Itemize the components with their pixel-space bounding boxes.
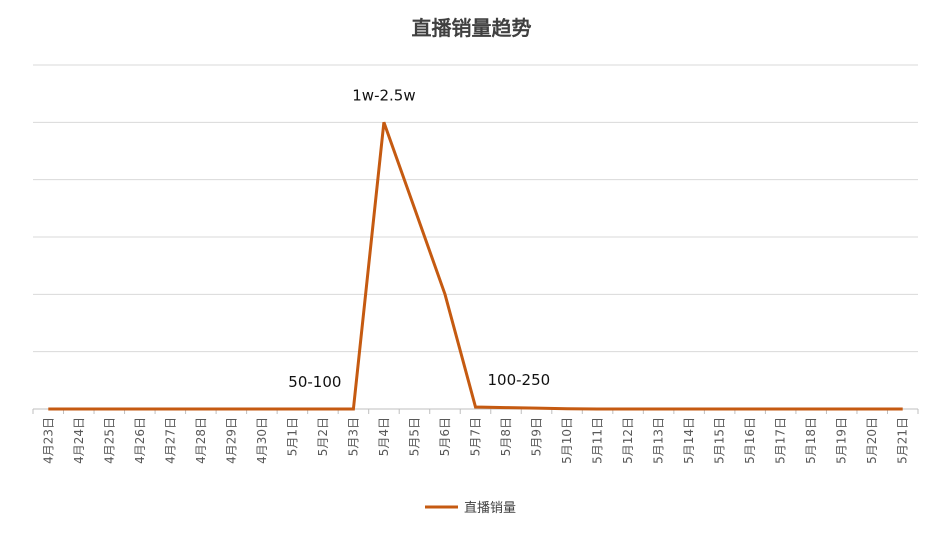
x-tick-label: 5月14日 [682,417,696,464]
x-tick-label: 4月29日 [224,417,238,464]
x-tick-label: 5月19日 [835,417,849,464]
x-tick-label: 5月6日 [438,417,452,456]
x-axis: 4月23日 4月24日 4月25日 4月26日 4月27日 4月28日 4月29日 4月30日… [32,408,919,464]
x-tick-label: 4月27日 [163,417,177,464]
legend-label: 直播销量 [464,501,516,516]
data-label: 1w-2.5w [352,86,415,104]
x-tick-label: 5月5日 [407,417,421,456]
x-tick-label: 5月13日 [652,417,666,464]
chart-title: 直播销量趋势 [411,16,532,40]
series-layer [48,121,903,411]
annotation-layer: 50-100 1w-2.5w 100-250 [288,86,550,391]
x-tick-label: 5月8日 [499,417,513,456]
x-tick-label: 4月25日 [102,417,116,464]
x-tick-label: 4月30日 [255,417,269,464]
x-tick-label: 5月15日 [713,417,727,464]
x-tick-label: 5月2日 [316,417,330,456]
legend: 直播销量 [425,501,516,516]
x-tick-label: 5月1日 [285,417,299,456]
x-tick-label: 4月23日 [41,417,55,464]
data-label: 50-100 [288,373,341,391]
x-tick-label: 4月26日 [133,417,147,464]
x-tick-label: 5月9日 [530,417,544,456]
gridlines [33,64,918,353]
data-label: 100-250 [488,371,551,389]
x-tick-label: 5月11日 [591,417,605,464]
series-line [48,121,903,411]
x-tick-label: 5月4日 [377,417,391,456]
x-tick-label: 5月21日 [896,417,910,464]
x-tick-label: 5月3日 [346,417,360,456]
x-tick-label: 5月17日 [774,417,788,464]
x-tick-label: 4月24日 [72,417,86,464]
x-tick-label: 5月12日 [621,417,635,464]
x-tick-label: 5月16日 [743,417,757,464]
x-tick-label: 5月18日 [804,417,818,464]
x-tick-label: 4月28日 [194,417,208,464]
x-tick-label: 5月7日 [469,417,483,456]
x-tick-label: 5月20日 [865,417,879,464]
x-tick-label: 5月10日 [560,417,574,464]
